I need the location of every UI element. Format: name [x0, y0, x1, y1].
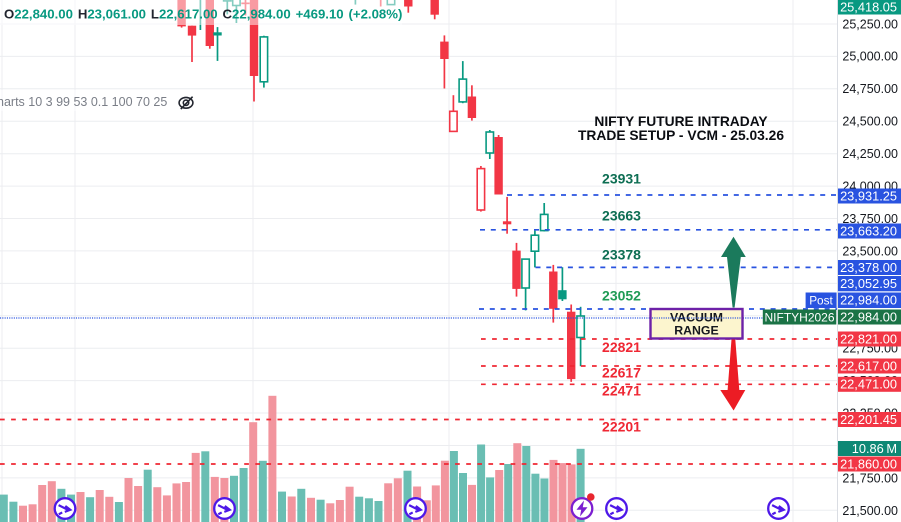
svg-text:21,500.00: 21,500.00 — [842, 504, 898, 518]
svg-text:23663: 23663 — [602, 208, 641, 224]
svg-text:23,052.95: 23,052.95 — [840, 276, 897, 291]
svg-text:25,418.05: 25,418.05 — [840, 0, 897, 15]
svg-text:22,821.00: 22,821.00 — [840, 331, 897, 346]
svg-text:24,500.00: 24,500.00 — [842, 115, 898, 129]
svg-text:24,750.00: 24,750.00 — [842, 82, 898, 96]
svg-text:21,860.00: 21,860.00 — [840, 456, 897, 471]
svg-text:23,750.00: 23,750.00 — [842, 212, 898, 226]
svg-text:22,617.00: 22,617.00 — [840, 358, 897, 373]
svg-text:RANGE: RANGE — [674, 324, 718, 338]
svg-text:23378: 23378 — [602, 247, 641, 263]
svg-text:22201: 22201 — [602, 419, 641, 435]
svg-text:25,250.00: 25,250.00 — [842, 17, 898, 31]
svg-text:25,000.00: 25,000.00 — [842, 50, 898, 64]
svg-text:22821: 22821 — [602, 339, 641, 355]
svg-text:22617: 22617 — [602, 365, 641, 381]
svg-text:O22,840.00 H23,061.00 L22,617.: O22,840.00 H23,061.00 L22,617.00 C22,984… — [4, 7, 402, 22]
svg-text:22,201.45: 22,201.45 — [840, 412, 897, 427]
svg-text:21,750.00: 21,750.00 — [842, 471, 898, 485]
svg-text:23,663.20: 23,663.20 — [840, 223, 897, 238]
svg-text:Post: Post — [809, 294, 833, 308]
svg-text:23,500.00: 23,500.00 — [842, 244, 898, 258]
svg-text:22471: 22471 — [602, 383, 641, 399]
svg-text:22,984.00: 22,984.00 — [840, 293, 897, 308]
svg-text:NIFTYH2026: NIFTYH2026 — [764, 310, 834, 324]
svg-text:22,471.00: 22,471.00 — [840, 377, 897, 392]
svg-text:23052: 23052 — [602, 288, 641, 304]
svg-text:NIFTY FUTURE INTRADAY: NIFTY FUTURE INTRADAY — [594, 114, 767, 129]
svg-text:24,250.00: 24,250.00 — [842, 147, 898, 161]
svg-text:harts 10 3 99 53 0.1 100 70 25: harts 10 3 99 53 0.1 100 70 25 — [0, 95, 167, 109]
svg-text:10.86 M: 10.86 M — [852, 441, 897, 456]
svg-text:23,931.25: 23,931.25 — [840, 188, 897, 203]
svg-text:23931: 23931 — [602, 171, 641, 187]
svg-text:TRADE SETUP - VCM - 25.03.26: TRADE SETUP - VCM - 25.03.26 — [578, 128, 784, 143]
svg-text:22,984.00: 22,984.00 — [840, 309, 897, 324]
svg-text:23,378.00: 23,378.00 — [840, 260, 897, 275]
